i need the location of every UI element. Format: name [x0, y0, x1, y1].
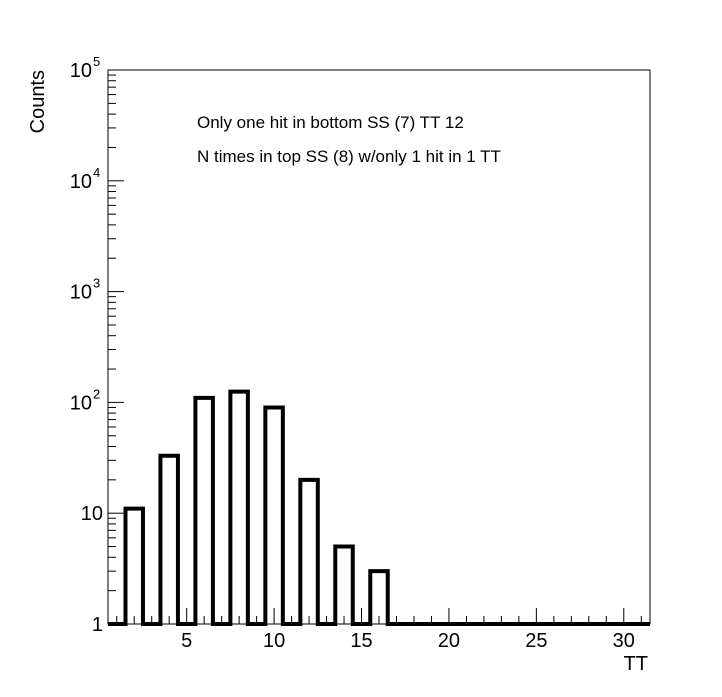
y-tick-exponent: 5	[93, 54, 100, 69]
y-tick-label: 1	[92, 614, 103, 636]
axis-labels: Counts TT Only one hit in bottom SS (7) …	[27, 70, 648, 675]
x-tick-label: 30	[613, 630, 635, 652]
y-tick-label: 10	[70, 282, 92, 304]
plot-frame	[107, 69, 651, 625]
histogram-bars	[108, 389, 650, 626]
histogram-bar-8	[230, 392, 247, 624]
x-tick-label: 5	[181, 630, 192, 652]
histogram-outline	[108, 389, 650, 626]
y-tick-label: 10	[70, 171, 92, 193]
x-tick-label: 20	[438, 630, 460, 652]
x-tick-label: 25	[525, 630, 547, 652]
histogram-bar-2	[125, 509, 142, 624]
y-tick-exponent: 4	[93, 165, 100, 180]
x-axis-label: TT	[624, 653, 648, 675]
histogram-bar-14	[335, 547, 352, 624]
histogram-bar-6	[195, 398, 212, 624]
y-tick-exponent: 3	[93, 276, 100, 291]
x-tick-label: 15	[350, 630, 372, 652]
annotation-line-1: Only one hit in bottom SS (7) TT 12	[197, 113, 464, 132]
annotation-line-2: N times in top SS (8) w/only 1 hit in 1 …	[197, 147, 501, 166]
y-tick-label: 10	[81, 503, 103, 525]
y-tick-exponent: 2	[93, 386, 100, 401]
x-tick-label: 10	[263, 630, 285, 652]
histogram-bar-12	[300, 480, 317, 624]
y-axis-label: Counts	[27, 70, 49, 133]
y-tick-label: 10	[70, 60, 92, 82]
y-tick-label: 10	[70, 392, 92, 414]
histogram-bar-4	[160, 456, 177, 624]
histogram-bar-10	[265, 407, 282, 624]
